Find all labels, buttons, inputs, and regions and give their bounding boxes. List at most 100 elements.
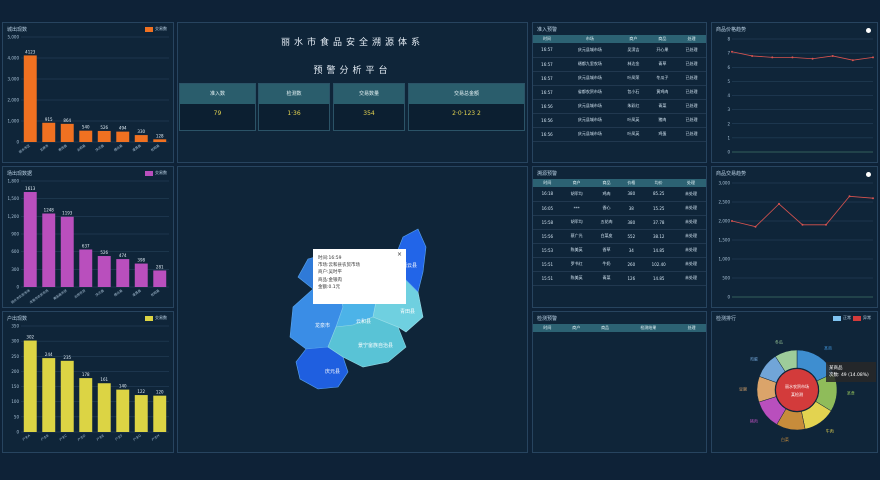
- check-rank-panel: 检测排行 正常 异常 某商 某食 牛肉 白菜 猪肉 豆腐 鸡蛋 冬瓜 丽水农贸市场 某检测 某商品…: [711, 311, 878, 453]
- table-row[interactable]: 16:56 庆元县城市场 叶凤英 鸡蛋 已处理: [533, 127, 706, 142]
- chart-legend[interactable]: 交易数: [145, 170, 167, 176]
- table-row[interactable]: 16:18 胡军均 鸡肉 380 85.25 未处理: [533, 187, 706, 202]
- column-header[interactable]: 商品: [647, 35, 677, 43]
- slice-label: 鸡蛋: [750, 355, 758, 361]
- column-header[interactable]: 时间: [533, 324, 562, 332]
- column-header[interactable]: 处理: [676, 35, 706, 43]
- data-point: [771, 56, 774, 59]
- chart-legend[interactable]: 交易数: [145, 26, 167, 32]
- column-header[interactable]: 商户: [618, 35, 648, 43]
- table-cell: 庆元县城市场: [560, 43, 619, 58]
- column-header[interactable]: 价格: [621, 179, 642, 187]
- table-cell: 14.85: [641, 271, 677, 286]
- table-row[interactable]: 16:56 庆元县城市场 朱彩红 青菜 已处理: [533, 99, 706, 114]
- bar: [97, 383, 111, 432]
- y-tick-label: 300: [11, 267, 19, 272]
- y-tick-label: 300: [11, 339, 19, 344]
- table-header: 时间 市场 商户 商品 处理: [533, 35, 706, 43]
- y-tick-label: 4: [727, 93, 730, 98]
- x-tick-label: 松阳县: [150, 143, 161, 153]
- tooltip-line: 某商品: [829, 366, 843, 371]
- tooltip-close-button[interactable]: ×: [396, 251, 402, 258]
- table-cell: 青草: [647, 57, 677, 72]
- column-header[interactable]: 处理: [677, 324, 706, 332]
- table-row[interactable]: 15:58 胡军均 五花肉 380 37.78 未处理: [533, 215, 706, 230]
- panel-title: 场出现数据: [7, 171, 33, 177]
- y-tick-label: 2,500: [719, 200, 731, 205]
- table-cell: 鸡蛋: [647, 127, 677, 142]
- app-subtitle: 预警分析平台: [313, 66, 392, 76]
- column-header[interactable]: 商品: [590, 324, 620, 332]
- app-title: 丽水市食品安全溯源体系: [280, 38, 424, 48]
- table-cell: 开心果: [647, 43, 677, 58]
- stat-trade-amount[interactable]: 交易总金额 2·0·123 2: [408, 83, 525, 131]
- data-label: 330: [137, 129, 145, 134]
- table-row[interactable]: 16:57 庆元县城市场 吴滨吉 开心果 已处理: [533, 43, 706, 58]
- x-tick-label: 云和县: [76, 143, 87, 153]
- legend-label: 交易数: [155, 315, 167, 320]
- table-row[interactable]: 16:57 庆元县城市场 叶凤荣 冬瓜子 已处理: [533, 71, 706, 86]
- column-header[interactable]: 处理: [676, 179, 706, 187]
- stat-label: 检测数: [259, 84, 329, 104]
- x-tick-label: 松阳县: [150, 288, 161, 298]
- column-header[interactable]: 市场: [560, 35, 619, 43]
- bar: [134, 395, 148, 432]
- column-header[interactable]: 商户: [561, 179, 592, 187]
- legend-dot[interactable]: [866, 28, 871, 33]
- slice-label: 白菜: [781, 436, 789, 442]
- slice-label: 豆腐: [739, 385, 747, 391]
- data-label: 1193: [62, 211, 73, 216]
- column-header[interactable]: 时间: [533, 35, 561, 43]
- table-row[interactable]: 16:57 省都农贸市场 包小石 黄鸡肉 已处理: [533, 85, 706, 100]
- table-cell: 庆元县城市场: [560, 71, 619, 86]
- y-tick-label: 7: [727, 51, 730, 56]
- bar: [153, 270, 167, 287]
- stat-value: 2·0·123 2: [452, 110, 481, 117]
- data-point: [754, 225, 757, 228]
- panel-title: 检测预警: [537, 316, 558, 322]
- stat-entry[interactable]: 准入数 79: [179, 83, 256, 131]
- rank-legend[interactable]: 正常 异常: [833, 315, 871, 321]
- data-label: 915: [45, 117, 53, 122]
- stat-trade-count[interactable]: 交易数量 354: [333, 83, 405, 131]
- table-row[interactable]: 15:53 陈美英 香草 34 14.85 未处理: [533, 243, 706, 258]
- y-tick-label: 200: [11, 369, 19, 374]
- table-row[interactable]: 15:56 蔡广光 白菜皮 552 38.12 未处理: [533, 229, 706, 244]
- legend-swatch: [833, 315, 841, 321]
- table-row[interactable]: 16:05 *** 香心 38 15.25 未处理: [533, 201, 706, 216]
- data-label: 161: [100, 377, 108, 382]
- legend-dot[interactable]: [866, 172, 871, 177]
- bar: [116, 131, 130, 142]
- table-row[interactable]: 16:57 缙都九里农场 林达金 青草 已处理: [533, 57, 706, 72]
- legend-swatch: [145, 315, 153, 321]
- bar-chart-household: 0 50 100 150 200 250 300 350 302 户主A 244 户主B 235 户主C 1…: [11, 324, 169, 442]
- table-row[interactable]: 15:51 陈美英 青菜 126 14.85 未处理: [533, 271, 706, 286]
- y-tick-label: 1,500: [719, 238, 731, 243]
- chart-legend[interactable]: 交易数: [145, 315, 167, 321]
- bar: [79, 378, 93, 432]
- table-row[interactable]: 15:51 罗书红 牛奶 260 102.40 未处理: [533, 257, 706, 272]
- table-cell: 庆元县城市场: [560, 127, 619, 142]
- table-cell: 香草: [591, 243, 622, 258]
- stat-check[interactable]: 检测数 1·36: [258, 83, 330, 131]
- y-tick-label: 350: [11, 324, 19, 329]
- map-label: 缙云县: [402, 262, 417, 269]
- data-label: 235: [63, 355, 71, 360]
- column-header[interactable]: 检测结果: [619, 324, 678, 332]
- column-header[interactable]: 商品: [591, 179, 622, 187]
- column-header[interactable]: 商户: [561, 324, 591, 332]
- column-header[interactable]: 均价: [641, 179, 677, 187]
- slice-label: 某食: [847, 390, 855, 396]
- lishui-map[interactable]: 龙泉市 云和县 景宁畲族自治县 庆元县 缙云县 青田县: [178, 167, 529, 454]
- table-row[interactable]: 16:56 庆元县城市场 叶凤英 猪肉 已处理: [533, 113, 706, 128]
- table-cell: 牛奶: [591, 257, 622, 272]
- table-cell: 102.40: [641, 257, 677, 272]
- amount-trend-panel: 商品交易趋势 0 500 1,000 1,500 2,000 2,500 3,000: [711, 166, 878, 308]
- data-point: [872, 56, 874, 59]
- table-header: 时间 商户 商品 检测结果 处理: [533, 324, 706, 332]
- data-label: 120: [156, 390, 164, 395]
- column-header[interactable]: 时间: [533, 179, 562, 187]
- table-cell: ***: [561, 201, 592, 216]
- legend-label: 异常: [863, 315, 871, 320]
- table-cell: 青菜: [591, 271, 622, 286]
